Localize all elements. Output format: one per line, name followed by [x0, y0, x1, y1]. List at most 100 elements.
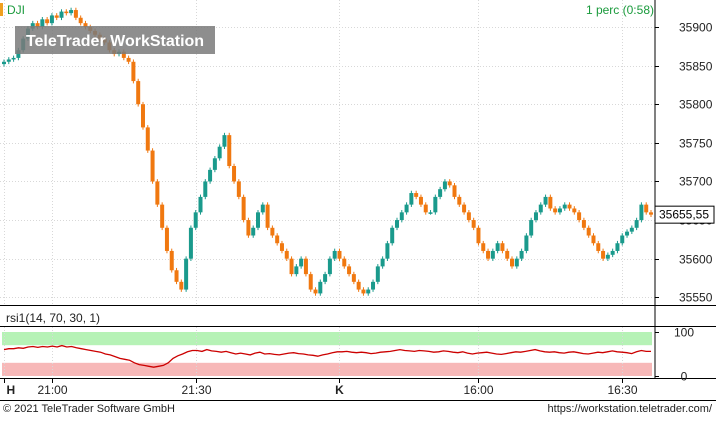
candle-body — [476, 228, 480, 243]
candle-body — [639, 205, 643, 220]
candle — [165, 225, 169, 253]
rsi-tick-label: 0 — [681, 370, 688, 384]
candle — [222, 133, 226, 149]
candle-body — [347, 266, 351, 274]
candle-body — [524, 236, 528, 251]
candle-body — [60, 12, 64, 18]
candle — [198, 195, 202, 215]
candle-body — [40, 19, 44, 27]
candle-body — [409, 193, 413, 205]
rsi-tick-label: 100 — [674, 326, 694, 340]
candle-body — [568, 205, 572, 209]
rsi-oversold-band — [2, 363, 652, 376]
candle-body — [198, 197, 202, 212]
candle — [529, 218, 533, 238]
candle-body — [79, 18, 83, 23]
candle — [218, 144, 222, 160]
candle-body — [443, 181, 447, 189]
time-tick-label: 21:30 — [181, 383, 211, 397]
candle-body — [294, 266, 298, 274]
candle-body — [515, 259, 519, 267]
candle — [184, 256, 188, 292]
candle-body — [328, 259, 332, 274]
candle — [639, 202, 643, 222]
candle-body — [548, 197, 552, 209]
interval-label[interactable]: 1 perc (0:58) — [586, 3, 654, 17]
candle-body — [131, 62, 135, 81]
candle-body — [625, 232, 629, 236]
candle-body — [630, 228, 634, 232]
candle-body — [577, 212, 581, 220]
candle — [318, 280, 322, 296]
candle-body — [414, 193, 418, 197]
candle-body — [203, 181, 207, 196]
candle-body — [582, 220, 586, 228]
candle-body — [553, 208, 557, 212]
time-axis: H21:0021:30K16:0016:3017:0017:3018:0018:… — [5, 379, 716, 397]
candle-body — [491, 251, 495, 259]
candle-body — [74, 10, 78, 18]
candle-body — [242, 197, 246, 220]
candle — [453, 183, 457, 199]
candle — [208, 168, 212, 184]
candle-body — [251, 228, 255, 236]
candle-body — [146, 127, 150, 150]
candle — [194, 210, 198, 230]
candle-body — [179, 282, 183, 290]
candle-body — [213, 158, 217, 170]
candle-body — [462, 205, 466, 213]
candle — [151, 148, 155, 184]
candle-body — [170, 251, 174, 270]
candle — [155, 179, 159, 207]
candle-body — [69, 10, 73, 13]
candle-body — [649, 212, 653, 214]
footer-url[interactable]: https://workstation.teletrader.com/ — [548, 403, 713, 415]
rsi-title[interactable]: rsi1(14, 70, 30, 1) — [6, 311, 100, 325]
symbol-label[interactable]: DJI — [7, 3, 25, 17]
candle-body — [596, 243, 600, 251]
candle-body — [539, 205, 543, 213]
candle — [227, 133, 231, 169]
candle-body — [232, 166, 236, 181]
candle — [433, 195, 437, 215]
candle-body — [635, 220, 639, 228]
candle — [232, 164, 236, 184]
candle — [141, 102, 145, 130]
time-tick-label: H — [7, 383, 16, 397]
candle — [256, 210, 260, 230]
price-tick-label: 35550 — [679, 291, 713, 305]
candle-body — [587, 228, 591, 236]
candle-body — [280, 243, 284, 251]
price-tick-label: 35900 — [679, 21, 713, 35]
candle-body — [299, 259, 303, 267]
candle — [237, 179, 241, 199]
candle-body — [496, 243, 500, 251]
candle-body — [405, 205, 409, 213]
candle-body — [419, 197, 423, 205]
candle-body — [50, 15, 54, 23]
current-price-label: 35655,55 — [659, 208, 709, 222]
candle — [131, 59, 135, 83]
candle-body — [155, 181, 159, 204]
candle-body — [64, 12, 68, 14]
candle-body — [12, 58, 16, 60]
candle-body — [644, 205, 648, 213]
candle-body — [606, 255, 610, 259]
candle-body — [314, 290, 318, 294]
candle — [304, 256, 308, 276]
time-tick-label: 21:00 — [37, 383, 67, 397]
time-tick-label: 16:30 — [607, 383, 637, 397]
candle-body — [227, 135, 231, 166]
candle-body — [467, 212, 471, 220]
candle-body — [620, 236, 624, 244]
candle-body — [448, 181, 452, 185]
candle-body — [381, 259, 385, 267]
candle-body — [615, 243, 619, 251]
candle-body — [424, 205, 428, 213]
candle-body — [55, 15, 59, 17]
candle-body — [127, 58, 131, 62]
time-tick-label: K — [335, 383, 344, 397]
candle — [246, 218, 250, 238]
candle-body — [318, 282, 322, 294]
candle — [175, 268, 179, 284]
